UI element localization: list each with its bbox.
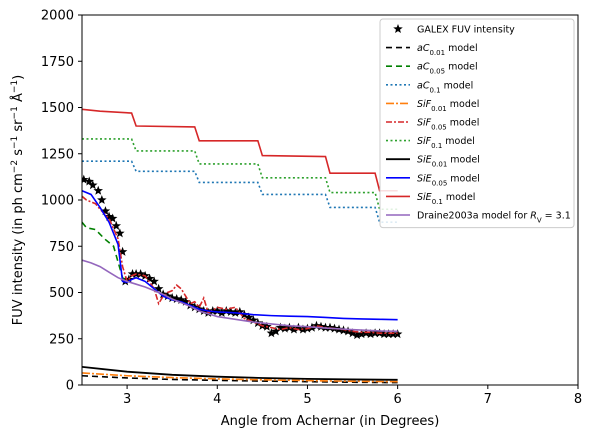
x-axis-label: Angle from Achernar (in Degrees) xyxy=(221,414,440,429)
data-point-star xyxy=(162,291,173,301)
y-tick-label: 250 xyxy=(49,332,74,347)
legend-label: SiF0.1 model xyxy=(417,136,475,150)
data-point-star xyxy=(100,206,111,216)
legend-label: Draine2003a model for RV = 3.1 xyxy=(417,211,571,225)
y-tick-label: 1250 xyxy=(41,147,74,162)
y-label-part: ) xyxy=(11,75,26,80)
legend-box xyxy=(379,18,575,229)
data-point-star xyxy=(104,211,114,221)
x-tick-label: 6 xyxy=(393,392,401,407)
data-point-star xyxy=(115,228,125,238)
series-line xyxy=(82,108,398,192)
legend-label: SiF0.01 model xyxy=(417,99,479,113)
y-label-part: −2 xyxy=(10,160,20,173)
data-point-star xyxy=(356,329,367,339)
x-tick-label: 8 xyxy=(574,392,582,407)
legend-label: SiE0.1 model xyxy=(417,192,475,206)
data-point-star xyxy=(365,329,376,339)
series-line xyxy=(82,160,398,223)
data-point-star xyxy=(180,296,191,306)
series-line xyxy=(82,365,398,381)
y-label-part: −1 xyxy=(10,106,20,119)
y-label-part: FUV intensity (in ph cm xyxy=(11,173,26,325)
legend-label: aC0.05 model xyxy=(417,62,478,76)
data-point-star xyxy=(144,273,155,283)
legend-label: aC0.1 model xyxy=(417,80,473,94)
data-point-star xyxy=(271,326,281,336)
y-tick-label: 0 xyxy=(66,379,74,394)
data-point-star xyxy=(153,283,164,293)
data-point-star xyxy=(84,176,94,186)
data-point-star xyxy=(347,328,358,338)
data-point-star xyxy=(352,330,362,340)
y-axis-label: FUV intensity (in ph cm−2 s−1 sr−1 Å−1) xyxy=(10,75,26,325)
data-point-star xyxy=(266,328,277,338)
data-point-star xyxy=(82,174,89,184)
legend-label: aC0.01 model xyxy=(417,43,478,57)
legend-marker-star xyxy=(393,24,403,34)
data-point-star xyxy=(244,312,254,322)
x-tick-label: 4 xyxy=(213,392,221,407)
data-point-star xyxy=(88,180,98,190)
data-point-star xyxy=(127,269,138,279)
data-point-star xyxy=(93,185,103,195)
y-tick-label: 750 xyxy=(49,240,74,255)
legend-label: SiF0.05 model xyxy=(417,118,479,132)
series-line xyxy=(82,374,398,384)
legend-label: SiE0.05 model xyxy=(417,173,480,187)
y-tick-label: 500 xyxy=(49,286,74,301)
x-tick-label: 7 xyxy=(484,392,492,407)
data-point-star xyxy=(370,328,380,338)
data-point-star xyxy=(379,329,389,339)
series-line xyxy=(82,138,398,211)
data-point-star xyxy=(284,322,295,332)
data-point-star xyxy=(107,213,118,223)
data-point-star xyxy=(208,306,218,316)
y-label-part: −1 xyxy=(10,136,20,149)
data-point-star xyxy=(212,306,223,316)
data-point-star xyxy=(248,315,259,325)
series-layer xyxy=(82,108,403,384)
y-label-part: sr xyxy=(11,119,26,136)
series-line xyxy=(82,259,398,333)
x-tick-label: 5 xyxy=(303,392,311,407)
data-point-star xyxy=(149,276,159,286)
data-point-star xyxy=(111,220,122,230)
data-point-star xyxy=(293,322,304,332)
data-point-star xyxy=(235,306,245,316)
data-point-star xyxy=(117,246,128,256)
data-point-star xyxy=(97,195,107,205)
series-line xyxy=(82,190,398,321)
y-tick-label: 1750 xyxy=(41,55,74,70)
x-axis: 3 4 5 6 7 8 xyxy=(123,385,582,407)
data-point-star xyxy=(135,269,146,279)
data-point-star xyxy=(176,294,186,304)
legend: GALEX FUV intensity aC0.01 model aC0.05 mo… xyxy=(379,18,575,229)
legend-label: SiE0.01 model xyxy=(417,155,480,169)
y-label-part: −1 xyxy=(10,80,20,93)
y-label-part: s xyxy=(11,149,26,160)
y-label-part: Å xyxy=(10,93,26,106)
x-tick-label: 3 xyxy=(123,392,131,407)
series-line xyxy=(82,372,398,383)
y-tick-label: 2000 xyxy=(41,9,74,24)
y-tick-label: 1500 xyxy=(41,101,74,116)
y-axis: 0 250 500 750 1000 1250 1500 1750 2000 xyxy=(41,9,82,394)
legend-label: GALEX FUV intensity xyxy=(417,25,515,36)
data-point-star xyxy=(343,326,353,336)
y-tick-label: 1000 xyxy=(41,194,74,209)
